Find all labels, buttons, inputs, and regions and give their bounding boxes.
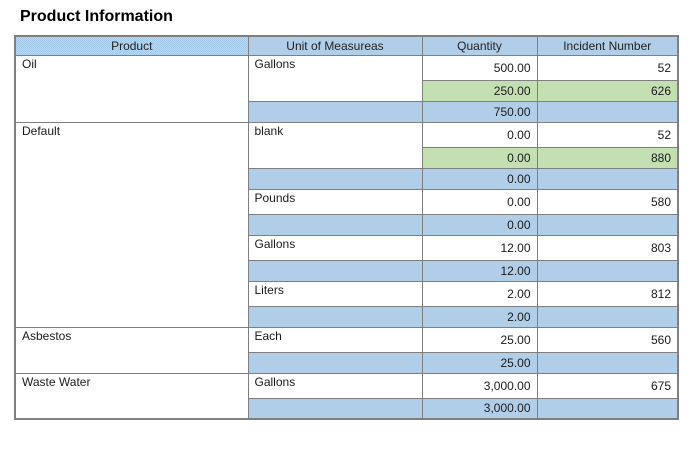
header-row: Product Unit of Measureas Quantity Incid… [14,35,679,56]
subtotal-unit-cell [247,259,423,282]
page: Product Information Product Unit of Meas… [14,8,679,420]
subtotal-row: 0.00 [15,167,679,190]
table-row[interactable]: Oil Gallons 500.00 52 [14,54,679,123]
column-header-product: Product [14,35,249,56]
subtotal-quantity-cell: 12.00 [421,259,538,282]
subtotal-unit-cell [247,100,423,123]
subtotal-incident-cell [536,100,679,123]
quantity-cell: 25.00 [421,326,538,353]
column-header-incident-number: Incident Number [536,35,679,56]
subtotal-unit-cell [247,167,423,190]
product-cell: Oil [14,54,249,123]
subtotal-incident-cell [536,167,679,190]
incident-number-cell: 560 [536,326,679,353]
subtotal-unit-cell [247,305,423,328]
column-header-quantity: Quantity [421,35,538,56]
quantity-cell: 3,000.00 [421,372,538,399]
quantity-cell: 250.00 [421,79,538,102]
quantity-cell: 500.00 [421,54,538,81]
table-row[interactable]: Pounds 0.00 580 [15,188,679,215]
subtotal-quantity-cell: 0.00 [421,213,538,236]
subtotal-quantity-cell: 3,000.00 [421,397,538,420]
subtotal-quantity-cell: 25.00 [421,351,538,374]
incident-number-cell: 580 [536,188,679,215]
incident-number-cell: 52 [536,54,679,81]
unit-of-measure-cell: Pounds [247,188,423,215]
column-header-unit-of-measure: Unit of Measureas [247,35,423,56]
page-title: Product Information [20,8,173,25]
subtotal-quantity-cell: 750.00 [421,100,538,123]
table-row[interactable]: Default blank 0.00 52 [14,121,679,328]
table-row[interactable]: 0.00 880 [15,146,679,169]
subtotal-incident-cell [536,305,679,328]
subtotal-unit-cell [247,351,423,374]
table-row[interactable]: Asbestos Each 25.00 560 [14,326,679,374]
quantity-cell: 0.00 [421,121,538,148]
subtotal-row: 12.00 [15,259,679,282]
subtotal-incident-cell [536,213,679,236]
product-cell: Asbestos [14,326,249,374]
incident-number-cell: 812 [536,280,679,307]
unit-of-measure-cell: Gallons [247,372,423,399]
table-row[interactable]: Liters 2.00 812 [15,280,679,307]
incident-number-cell: 880 [536,146,679,169]
subtotal-unit-cell [247,397,423,420]
incident-number-cell: 626 [536,79,679,102]
subtotal-incident-cell [536,397,679,420]
subtotal-quantity-cell: 0.00 [421,167,538,190]
product-cell: Waste Water [14,372,249,420]
incident-number-cell: 52 [536,121,679,148]
subtotal-row: 3,000.00 [15,397,679,420]
incident-number-cell: 675 [536,372,679,399]
incident-number-cell: 803 [536,234,679,261]
table-row[interactable]: Gallons 12.00 803 [15,234,679,261]
unit-of-measure-cell: blank [247,121,423,169]
quantity-cell: 2.00 [421,280,538,307]
table-row[interactable]: Waste Water Gallons 3,000.00 675 [14,372,679,420]
quantity-cell: 0.00 [421,146,538,169]
subtotal-unit-cell [247,213,423,236]
product-cell: Default [14,121,249,328]
quantity-cell: 12.00 [421,234,538,261]
subtotal-quantity-cell: 2.00 [421,305,538,328]
unit-of-measure-cell: Gallons [247,234,423,261]
unit-of-measure-cell: Liters [247,280,423,307]
table-row[interactable]: 250.00 626 [15,79,679,102]
subtotal-incident-cell [536,351,679,374]
quantity-cell: 0.00 [421,188,538,215]
table-header: Product Unit of Measureas Quantity Incid… [14,35,679,56]
subtotal-row: 2.00 [15,305,679,328]
subtotal-row: 0.00 [15,213,679,236]
table-body: Oil Gallons 500.00 52 250.00 626 750.00 Default… [14,54,679,420]
product-information-table: Product Unit of Measureas Quantity Incid… [14,35,679,420]
unit-of-measure-cell: Gallons [247,54,423,102]
subtotal-incident-cell [536,259,679,282]
subtotal-row: 750.00 [15,100,679,123]
unit-of-measure-cell: Each [247,326,423,353]
